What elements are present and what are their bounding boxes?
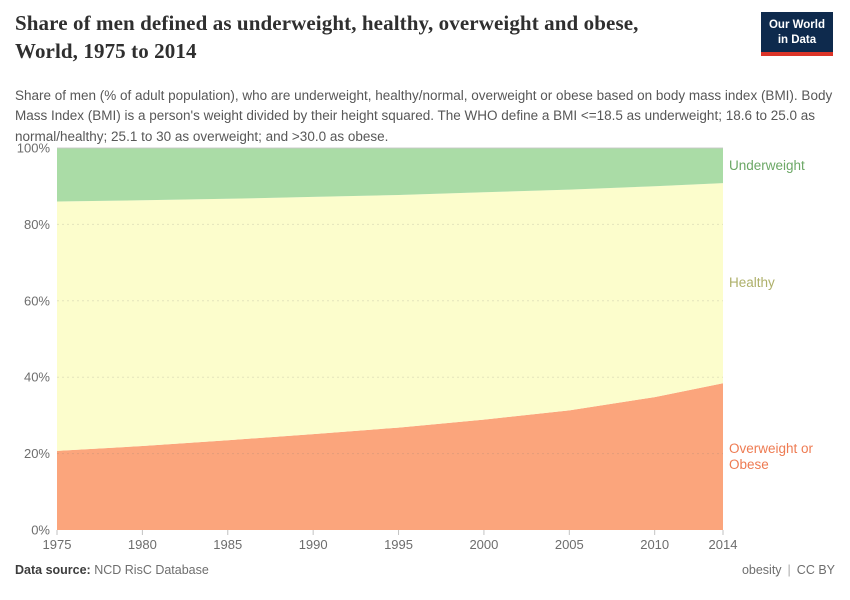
title-line-2: World, 1975 to 2014 (15, 38, 197, 63)
x-axis-label: 2000 (469, 537, 498, 552)
footer-license-link[interactable]: CC BY (796, 563, 835, 577)
x-axis-label: 1995 (384, 537, 413, 552)
data-source-label: Data source: (15, 563, 91, 577)
y-axis-label: 80% (24, 217, 50, 232)
legend-label-underweight[interactable]: Underweight (729, 157, 805, 173)
logo-line-1: Our World (768, 19, 825, 31)
chart-subtitle: Share of men (% of adult population), wh… (15, 88, 833, 144)
y-axis-label: 100% (17, 141, 51, 156)
legend-label-overweight-or-obese[interactable]: Overweight or Obese (729, 440, 814, 472)
y-axis-label: 60% (24, 293, 50, 308)
chart-footer: Data source: NCD RisC Database obesity | C… (15, 563, 835, 577)
x-axis-label: 2005 (555, 537, 584, 552)
data-source: Data source: NCD RisC Database (15, 563, 209, 577)
area-underweight[interactable] (57, 148, 723, 202)
title-line-1: Share of men defined as underweight, hea… (15, 11, 639, 35)
y-axis-label: 40% (24, 370, 50, 385)
x-axis-label: 1990 (299, 537, 328, 552)
footer-link-obesity[interactable]: obesity (741, 563, 782, 577)
logo-line-2: in Data (777, 33, 817, 46)
area-overweight-or-obese[interactable] (57, 383, 723, 530)
legend-label-healthy[interactable]: Healthy (729, 275, 775, 291)
x-axis-label: 1985 (213, 537, 242, 552)
page-title: Share of men defined as underweight, hea… (15, 10, 639, 65)
owid-logo[interactable]: Our World in Data (760, 12, 833, 56)
data-source-value: NCD RisC Database (94, 563, 209, 577)
y-axis-label: 0% (31, 523, 50, 538)
footer-separator: | (787, 563, 791, 577)
x-axis-label: 2014 (709, 537, 738, 552)
x-axis-label: 2010 (640, 537, 669, 552)
x-axis-label: 1980 (128, 537, 157, 552)
footer-right: obesity | CC BY (742, 563, 835, 577)
x-axis-label: 1975 (43, 537, 72, 552)
area-healthy[interactable] (57, 183, 723, 451)
y-axis-label: 20% (24, 446, 50, 461)
